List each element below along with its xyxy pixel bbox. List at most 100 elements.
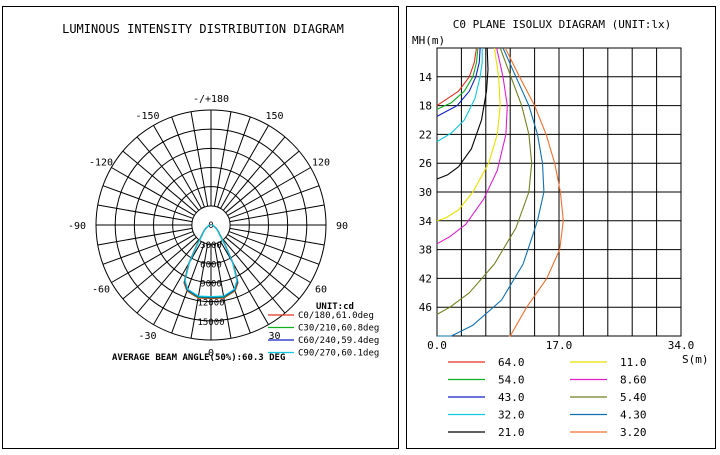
polar-spoke <box>225 150 300 214</box>
isolux-y-tick: 22 <box>419 128 432 141</box>
polar-spoke <box>122 150 197 214</box>
polar-angle-label: 120 <box>312 158 330 169</box>
isolux-legend-label: 3.20 <box>620 426 647 439</box>
isolux-y-label: MH(m) <box>412 34 445 47</box>
polar-angle-label: -90 <box>68 221 86 232</box>
polar-angle-label: 150 <box>265 111 283 122</box>
isolux-y-tick: 14 <box>419 71 433 84</box>
isolux-title: C0 PLANE ISOLUX DIAGRAM (UNIT:lx) <box>453 18 672 31</box>
isolux-curve <box>504 47 564 337</box>
polar-panel-frame <box>2 6 399 449</box>
polar-spoke <box>136 136 200 211</box>
polar-spoke <box>122 236 197 300</box>
isolux-legend-label: 21.0 <box>498 426 525 439</box>
isolux-curve <box>436 48 483 143</box>
isolux-y-tick: 46 <box>419 301 432 314</box>
polar-spoke <box>111 167 195 216</box>
isolux-y-tick: 34 <box>419 215 433 228</box>
polar-spoke <box>225 236 300 300</box>
polar-spoke <box>171 242 205 334</box>
isolux-curve <box>436 47 533 315</box>
polar-spoke <box>190 111 209 207</box>
polar-spoke <box>227 167 311 216</box>
isolux-legend-label: 8.60 <box>620 374 647 387</box>
polar-title: LUMINOUS INTENSITY DISTRIBUTION DIAGRAM <box>62 22 344 36</box>
polar-angle-label: 60 <box>315 285 327 296</box>
polar-spoke <box>136 239 200 314</box>
isolux-legend-label: 64.0 <box>498 356 525 369</box>
polar-spoke <box>171 116 205 208</box>
polar-radial-label: 3000 <box>200 241 222 251</box>
isolux-x-label: S(m) <box>682 353 709 366</box>
isolux-y-tick: 30 <box>419 186 432 199</box>
isolux-panel-frame <box>406 6 716 449</box>
polar-radial-labels: 0 3000 6000 9000 12000 15000 <box>197 221 224 328</box>
polar-spoke <box>217 242 251 334</box>
polar-footer: AVERAGE BEAM ANGLE(50%):60.3 DEG <box>112 353 285 363</box>
polar-legend-label: C0/180,61.0deg <box>298 311 374 321</box>
polar-curves <box>183 224 239 300</box>
isolux-x-tick: 17.0 <box>546 339 573 352</box>
polar-legend-label: C90/270,60.1deg <box>298 349 379 359</box>
isolux-legend-label: 4.30 <box>620 409 647 422</box>
isolux-x-tick: 0.0 <box>427 339 447 352</box>
polar-radial-label: 9000 <box>200 280 222 290</box>
isolux-legend-label: 5.40 <box>620 391 647 404</box>
isolux-legend-label: 43.0 <box>498 391 525 404</box>
polar-angle-label: -150 <box>135 111 159 122</box>
polar-angle-label: 0 <box>208 348 214 359</box>
isolux-grid <box>436 47 682 337</box>
isolux-curve <box>436 47 479 110</box>
isolux-y-tick: 26 <box>419 157 432 170</box>
polar-spoke <box>190 243 209 339</box>
polar-angle-labels: 0 30 60 90 120 150 -/+180 -150 -120 -90 -60 -30 <box>68 94 348 359</box>
isolux-curve <box>436 47 481 117</box>
polar-radial-label: 0 <box>208 221 213 231</box>
polar-angle-label: -120 <box>89 158 113 169</box>
polar-spoke <box>153 241 202 325</box>
polar-spoke <box>102 185 194 219</box>
polar-spoke <box>229 204 325 223</box>
polar-angle-label: -60 <box>92 285 110 296</box>
isolux-y-tick: 42 <box>419 272 432 285</box>
polar-spoke <box>222 136 286 211</box>
polar-spoke <box>97 227 193 246</box>
polar-angle-label: 90 <box>336 221 348 232</box>
polar-spoke <box>220 125 269 209</box>
isolux-legend: 64.0 54.0 43.0 32.0 21.0 11.0 8.60 5.40 4.30 3.20 <box>448 356 647 439</box>
polar-angle-label: 30 <box>268 331 280 342</box>
polar-angle-label: -/+180 <box>193 94 229 105</box>
isolux-curves <box>436 47 564 337</box>
polar-radial-label: 15000 <box>197 318 224 328</box>
polar-legend-label: C30/210,60.8deg <box>298 324 379 334</box>
polar-unit-label: UNIT:cd <box>316 302 354 312</box>
isolux-x-tick: 34.0 <box>668 339 695 352</box>
polar-spoke <box>111 234 195 283</box>
isolux-curve <box>436 47 478 107</box>
polar-radial-label: 12000 <box>197 299 224 309</box>
polar-spoke <box>153 125 202 209</box>
polar-legend: C0/180,61.0deg C30/210,60.8deg C60/240,59.… <box>268 311 379 359</box>
isolux-y-tick: 18 <box>419 100 432 113</box>
polar-spoke <box>228 185 320 219</box>
polar-spoke <box>213 243 232 339</box>
isolux-curve <box>436 47 501 222</box>
polar-grid <box>95 109 327 341</box>
isolux-legend-label: 54.0 <box>498 374 525 387</box>
isolux-tick-labels: 14 18 22 26 30 34 38 42 46 0.0 17.0 34.0 <box>419 71 695 352</box>
polar-radial-label: 6000 <box>200 260 222 270</box>
isolux-curve <box>436 47 489 180</box>
isolux-legend-label: 11.0 <box>620 356 647 369</box>
polar-legend-label: C60/240,59.4deg <box>298 336 379 346</box>
polar-curve <box>184 224 238 298</box>
isolux-curve <box>436 47 508 245</box>
polar-angle-label: -30 <box>138 331 156 342</box>
polar-spoke <box>222 239 286 314</box>
polar-spoke <box>213 111 232 207</box>
isolux-y-tick: 38 <box>419 244 432 257</box>
isolux-legend-label: 32.0 <box>498 409 525 422</box>
polar-spoke <box>229 227 325 246</box>
polar-spoke <box>220 241 269 325</box>
polar-spoke <box>228 231 320 265</box>
